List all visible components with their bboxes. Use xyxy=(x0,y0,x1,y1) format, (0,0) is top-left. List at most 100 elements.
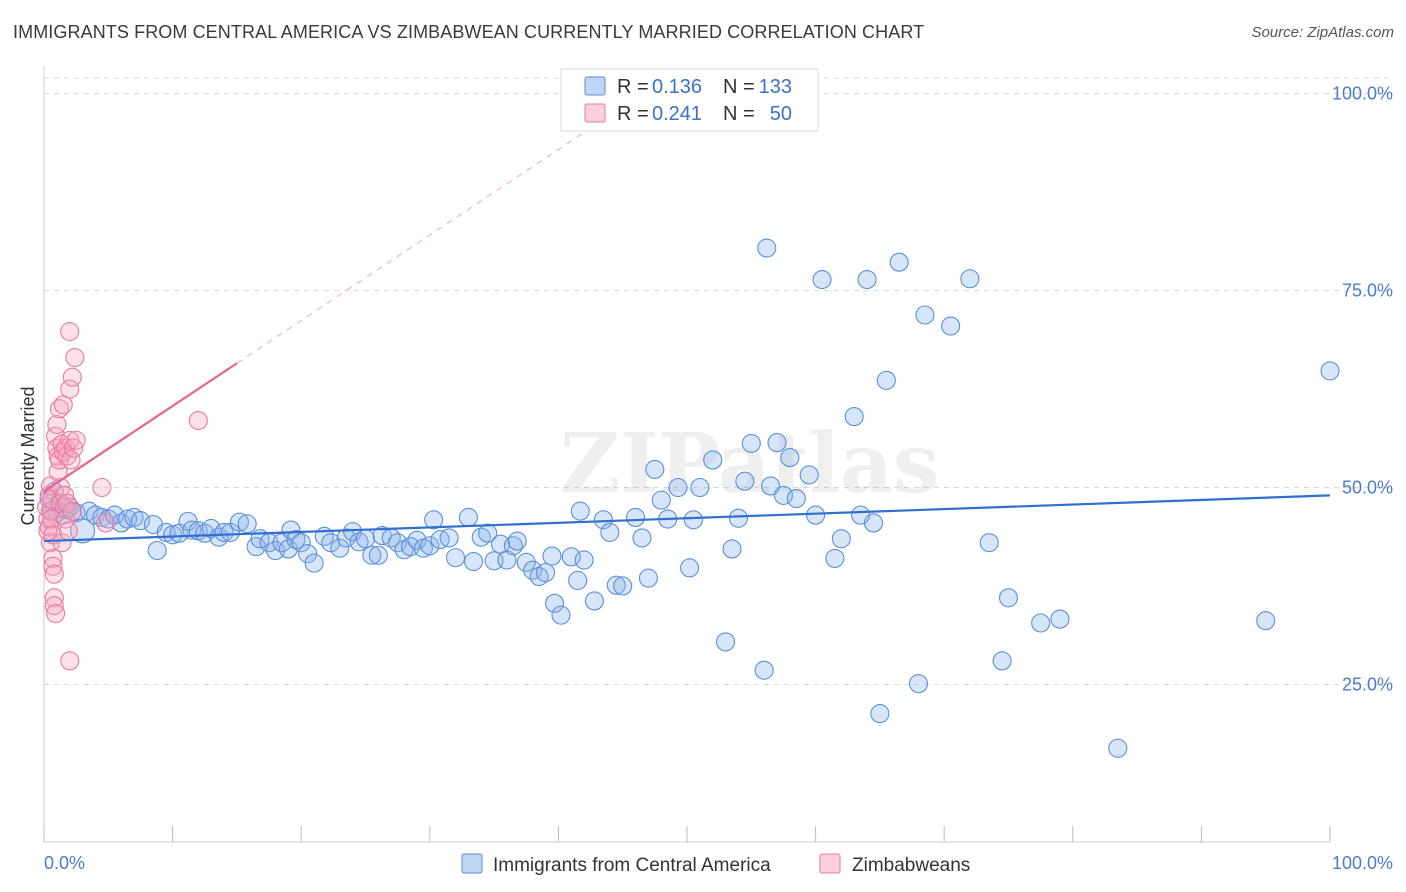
blue-point xyxy=(298,544,318,564)
legend-n-value-2: 50 xyxy=(770,103,792,125)
blue-point xyxy=(889,252,909,272)
blue-point xyxy=(70,518,96,544)
pink-point xyxy=(64,438,84,458)
blue-point xyxy=(1031,613,1051,633)
pink-point xyxy=(46,604,66,624)
blue-point xyxy=(992,651,1012,671)
pink-point xyxy=(58,521,78,541)
pink-point xyxy=(56,509,76,529)
blue-point xyxy=(439,528,459,548)
chart-title: IMMIGRANTS FROM CENTRAL AMERICA VS ZIMBA… xyxy=(13,22,925,42)
blue-point xyxy=(757,238,777,258)
y-tick-label: 75.0% xyxy=(1342,281,1393,301)
blue-point xyxy=(291,533,311,553)
blue-point xyxy=(857,269,877,290)
x-tick-label-max: 100.0% xyxy=(1332,853,1393,873)
blue-point xyxy=(458,507,478,527)
correlation-legend: R = 0.136 N = 133 R = 0.241 N = 50 xyxy=(560,68,819,132)
bottom-legend-swatch-pink xyxy=(819,853,841,874)
blue-point xyxy=(812,269,832,290)
legend-r-label-1: R = xyxy=(617,76,649,98)
blue-point xyxy=(638,568,658,588)
legend-r-label-2: R = xyxy=(617,103,649,125)
blue-point xyxy=(362,545,382,565)
blue-point xyxy=(680,558,700,578)
blue-point xyxy=(606,575,626,595)
blue-point xyxy=(214,522,234,542)
blue-point xyxy=(584,591,604,611)
blue-point xyxy=(728,508,748,528)
legend-r-value-2: 0.241 xyxy=(652,103,702,125)
blue-point xyxy=(304,553,324,573)
pink-point xyxy=(188,411,208,431)
blue-point xyxy=(741,433,761,453)
y-tick-label: 25.0% xyxy=(1342,674,1393,694)
blue-point xyxy=(463,552,484,572)
blue-point xyxy=(960,269,980,289)
blue-point xyxy=(286,529,306,550)
blue-point xyxy=(645,459,665,479)
blue-point xyxy=(130,511,150,531)
blue-point xyxy=(979,533,999,553)
pink-point xyxy=(40,533,60,553)
series-legend: Immigrants from Central America Zimbabwe… xyxy=(461,853,970,876)
pink-point xyxy=(44,564,64,584)
bottom-legend-label-pink: Zimbabweans xyxy=(852,855,970,876)
blue-point xyxy=(388,533,408,553)
blue-point xyxy=(870,704,890,724)
watermark: ZIPatlas xyxy=(560,416,939,512)
blue-point xyxy=(163,525,183,545)
blue-point xyxy=(542,546,562,566)
trend-layer xyxy=(43,93,1331,543)
blue-point xyxy=(683,510,703,530)
pink-point xyxy=(92,477,112,498)
blue-point xyxy=(1320,361,1340,381)
blue-point xyxy=(551,605,571,625)
pink-point xyxy=(66,430,86,450)
legend-swatch-blue xyxy=(584,76,606,96)
blue-point xyxy=(761,476,781,496)
blue-point xyxy=(420,536,440,556)
blue-point xyxy=(330,538,350,558)
blue-point xyxy=(281,520,301,540)
blue-point xyxy=(806,505,826,525)
axis-layer: 25.0% 50.0% 75.0% 100.0% 0.0% 100.0% xyxy=(43,66,1393,873)
pink-point xyxy=(62,501,82,521)
blue-point xyxy=(237,514,257,534)
blue-point xyxy=(626,507,646,527)
blue-point xyxy=(568,570,588,591)
blue-point xyxy=(1108,738,1128,758)
blue-point xyxy=(651,490,671,510)
legend-r-value-1: 0.136 xyxy=(652,76,702,98)
source-credit: Source: ZipAtlas.com xyxy=(1251,24,1394,41)
blue-point xyxy=(998,588,1019,608)
bottom-legend-label-blue: Immigrants from Central America xyxy=(493,855,771,876)
blue-point xyxy=(507,531,527,551)
blue-point xyxy=(767,433,787,453)
blue-point xyxy=(229,512,250,532)
blue-point xyxy=(600,522,620,542)
pink-point xyxy=(43,548,63,568)
pink-point xyxy=(44,596,64,616)
bottom-legend-swatch-blue xyxy=(461,853,483,874)
x-tick-label-min: 0.0% xyxy=(44,853,85,873)
blue-point xyxy=(844,407,864,427)
blue-point xyxy=(703,450,723,470)
blue-point xyxy=(831,529,851,549)
pink-point xyxy=(44,588,64,608)
pink-point xyxy=(61,450,81,470)
blue-point xyxy=(613,576,633,596)
blue-point xyxy=(355,529,376,549)
blue-trend-line xyxy=(43,494,1331,543)
pink-point xyxy=(65,347,85,368)
pink-point xyxy=(60,379,80,399)
blue-point xyxy=(574,550,594,570)
blue-point xyxy=(535,563,556,583)
blue-point xyxy=(915,305,935,325)
blue-point xyxy=(147,540,167,561)
pink-point xyxy=(60,321,80,342)
blue-point xyxy=(716,632,736,652)
blue-point xyxy=(368,545,388,565)
pink-point xyxy=(47,414,67,435)
